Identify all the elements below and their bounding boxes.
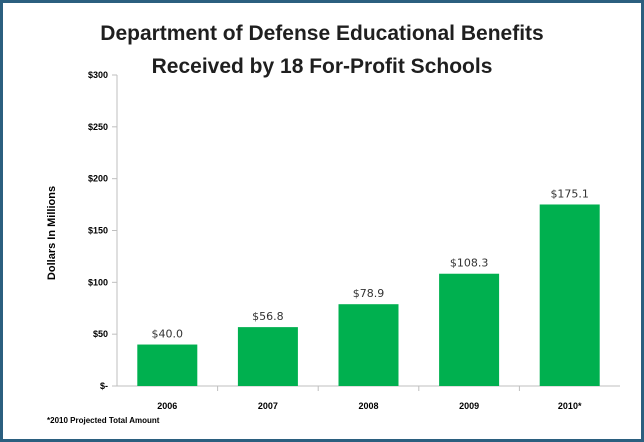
- y-tick-label: $50: [93, 329, 108, 339]
- chart-title-line2: Received by 18 For-Profit Schools: [151, 55, 493, 78]
- bar: [137, 344, 198, 386]
- data-label: $108.3: [450, 257, 489, 270]
- y-axis: $- $50 $100 $150 $200 $250 $300: [88, 70, 620, 391]
- y-tick-label: $200: [88, 174, 108, 184]
- bar: [338, 304, 399, 386]
- y-axis-label: Dollars In Millions: [46, 186, 58, 280]
- y-tick-label: $-: [100, 381, 108, 391]
- bar: [439, 273, 500, 386]
- bar: [237, 327, 298, 386]
- x-tick-label: 2008: [358, 401, 378, 411]
- y-tick-label: $100: [88, 277, 108, 287]
- data-label: $78.9: [353, 287, 385, 300]
- bar: [539, 204, 600, 386]
- data-label: $56.8: [252, 310, 284, 323]
- bars: $40.0 $56.8 $78.9 $108.3 $175.1: [137, 187, 600, 386]
- x-tick-label: 2009: [459, 401, 479, 411]
- data-label: $40.0: [152, 328, 184, 341]
- chart-title-line1: Department of Defense Educational Benefi…: [100, 22, 544, 45]
- y-tick-label: $300: [88, 70, 108, 80]
- y-tick-label: $150: [88, 226, 108, 236]
- data-label: $175.1: [550, 187, 589, 200]
- x-tick-label: 2007: [258, 401, 278, 411]
- x-tick-label: 2010*: [558, 401, 582, 411]
- footnote: *2010 Projected Total Amount: [47, 416, 160, 425]
- x-tick-label: 2006: [157, 401, 177, 411]
- y-tick-label: $250: [88, 122, 108, 132]
- x-axis: 2006 2007 2008 2009 2010*: [157, 386, 582, 411]
